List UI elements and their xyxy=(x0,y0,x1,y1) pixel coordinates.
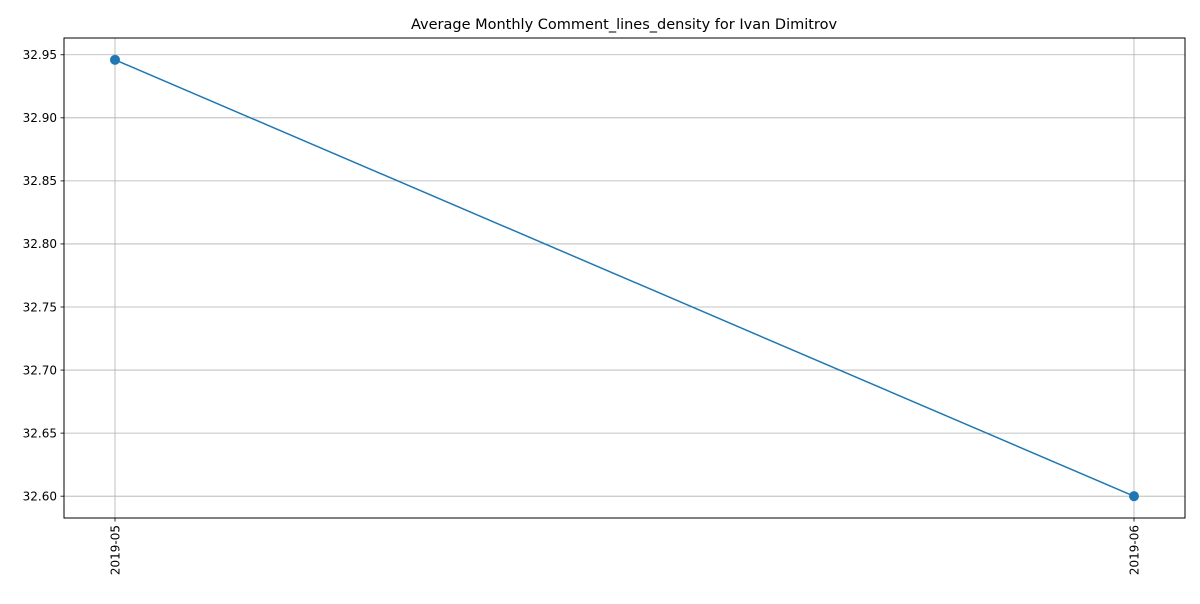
series-layer xyxy=(110,54,1139,502)
data-point-marker xyxy=(110,54,120,65)
y-tick-label: 32.85 xyxy=(23,174,57,188)
y-tick-label: 32.75 xyxy=(23,300,57,314)
axis-ticks: 32.60 32.65 32.70 32.75 32.80 32.85 32.90 32.95… xyxy=(23,48,1142,575)
plot-area-frame xyxy=(63,37,1186,519)
x-tick-label: 2019-05 xyxy=(108,525,122,575)
x-tick-label: 2019-06 xyxy=(1127,525,1141,575)
y-tick-label: 32.60 xyxy=(23,489,57,503)
y-tick-label: 32.80 xyxy=(23,237,57,251)
y-tick-label: 32.95 xyxy=(23,48,57,62)
y-tick-label: 32.90 xyxy=(23,111,57,125)
data-point-marker xyxy=(1129,491,1139,502)
y-tick-label: 32.65 xyxy=(23,426,57,440)
y-tick-label: 32.70 xyxy=(23,363,57,377)
chart-title: Average Monthly Comment_lines_density fo… xyxy=(411,17,837,33)
series-line xyxy=(114,59,1135,497)
